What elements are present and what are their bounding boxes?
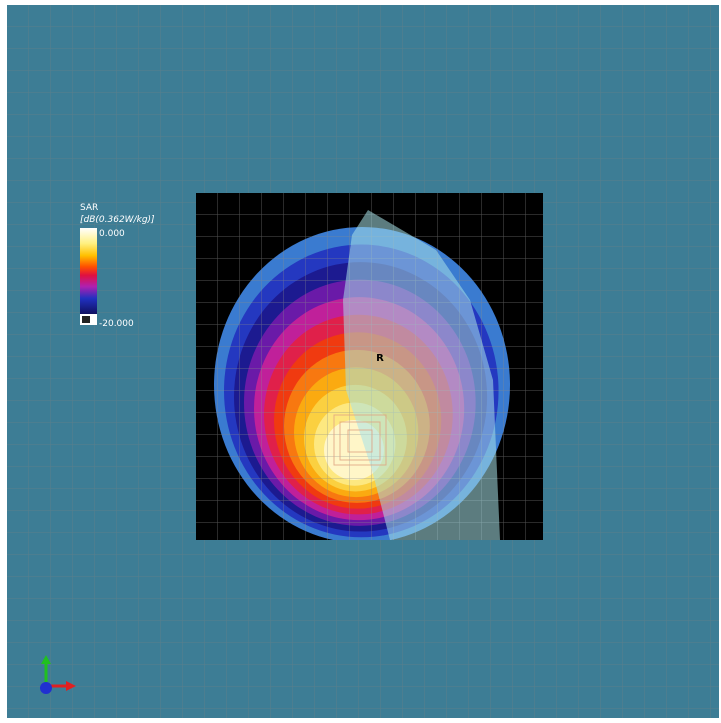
phantom-overlay <box>343 210 500 540</box>
legend-title: SAR <box>80 203 98 213</box>
legend-max: 0.000 <box>99 229 125 239</box>
marker-label: R <box>376 353 384 364</box>
colorbar <box>80 228 97 314</box>
axis-triad <box>40 655 76 694</box>
zoom-boxes <box>333 414 387 466</box>
colorbar-icon-inner <box>82 316 90 323</box>
legend-unit: [dB(0.362W/kg)] <box>80 215 155 225</box>
legend-min: -20.000 <box>99 319 134 329</box>
